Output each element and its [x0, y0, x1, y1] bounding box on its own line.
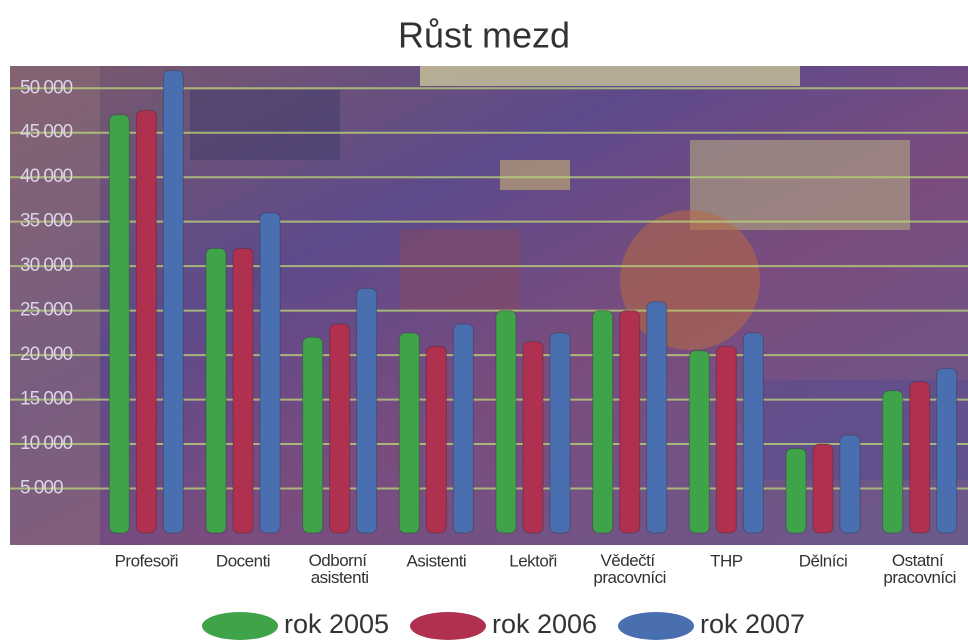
y-tick-label: 10 000: [20, 433, 73, 454]
bar: [619, 310, 641, 534]
y-tick-label: 5 000: [20, 478, 63, 499]
bar: [549, 332, 571, 534]
x-tick-label: Asistenti: [406, 551, 466, 570]
bar: [688, 350, 710, 534]
bar: [882, 390, 904, 534]
bar: [398, 332, 420, 534]
x-tick-label: Dělníci: [799, 551, 847, 570]
bar: [135, 109, 157, 534]
x-tick-label: THP: [710, 551, 743, 570]
legend-swatch: [202, 612, 278, 640]
y-tick-label: 15 000: [20, 389, 73, 410]
bar: [715, 345, 737, 534]
x-tick-label: Vědečtí pracovníci: [593, 551, 665, 587]
legend-label: rok 2007: [700, 609, 805, 639]
bar: [356, 287, 378, 534]
x-tick-label: Odborní asistenti: [309, 551, 371, 587]
x-tick-label: Docenti: [216, 551, 270, 570]
bar: [936, 367, 958, 534]
y-tick-label: 20 000: [20, 344, 73, 365]
bar: [108, 114, 130, 534]
legend-label: rok 2006: [492, 609, 597, 639]
y-tick-label: 45 000: [20, 122, 73, 143]
y-tick-label: 35 000: [20, 211, 73, 232]
bar: [812, 443, 834, 534]
y-tick-label: 50 000: [20, 77, 73, 98]
bar: [522, 341, 544, 534]
bar: [839, 434, 861, 534]
x-tick-label: Profesoři: [115, 551, 179, 570]
x-tick-label: Ostatní pracovníci: [883, 551, 955, 587]
x-tick-label: Lektoři: [509, 551, 557, 570]
y-tick-label: 30 000: [20, 255, 73, 276]
legend-label: rok 2005: [284, 609, 389, 639]
bar: [742, 332, 764, 534]
legend-swatch: [618, 612, 694, 640]
bar: [205, 247, 227, 534]
y-tick-label: 40 000: [20, 166, 73, 187]
y-tick-label: 25 000: [20, 300, 73, 321]
bar: [452, 323, 474, 534]
bar: [329, 323, 351, 534]
legend-swatch: [410, 612, 486, 640]
bar: [646, 301, 668, 534]
bar: [592, 310, 614, 534]
bar: [232, 247, 254, 534]
bar: [785, 447, 807, 534]
bar: [495, 310, 517, 534]
bar: [909, 381, 931, 534]
bar: [302, 336, 324, 534]
bar: [162, 69, 184, 534]
bar: [425, 345, 447, 534]
bar: [259, 212, 281, 534]
chart-title: Růst mezd: [398, 15, 570, 56]
